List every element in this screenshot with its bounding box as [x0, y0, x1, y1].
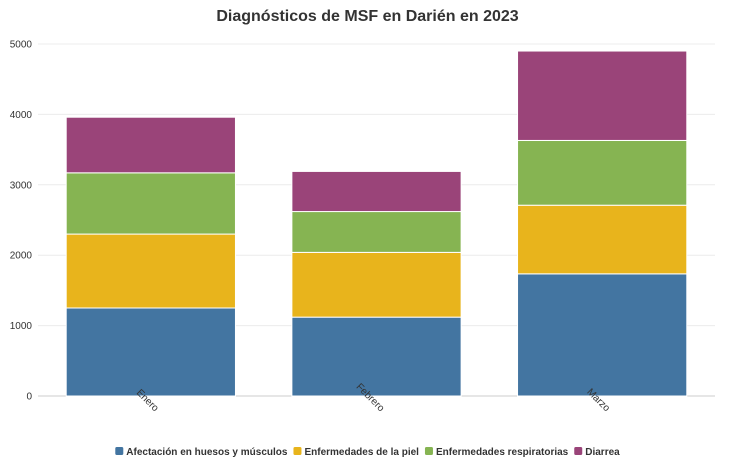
- bar-segment[interactable]: [65, 233, 236, 309]
- bars: [65, 50, 688, 397]
- legend-swatch: [293, 447, 302, 455]
- bar-segment[interactable]: [291, 316, 462, 397]
- legend-label: Diarrea: [585, 447, 620, 458]
- bar-segment[interactable]: [65, 116, 236, 174]
- bar-segment[interactable]: [65, 172, 236, 235]
- legend-swatch: [574, 447, 583, 455]
- legend-label: Afectación en huesos y músculos: [126, 447, 288, 458]
- bar-segment[interactable]: [291, 251, 462, 318]
- y-tick-label: 4000: [10, 110, 33, 121]
- legend: Afectación en huesos y músculos Enfermeda…: [115, 447, 620, 458]
- y-tick-label: 1000: [10, 321, 33, 332]
- bar-segment[interactable]: [517, 139, 688, 206]
- y-tick-label: 2000: [10, 251, 33, 262]
- y-tick-label: 5000: [10, 40, 33, 51]
- legend-swatch: [115, 447, 124, 455]
- bar-segment[interactable]: [517, 273, 688, 397]
- legend-item[interactable]: Enfermedades de la piel: [293, 447, 419, 458]
- legend-label: Enfermedades de la piel: [304, 447, 419, 458]
- bar-segment[interactable]: [517, 204, 688, 275]
- legend-item[interactable]: Diarrea: [574, 447, 620, 458]
- legend-item[interactable]: Enfermedades respiratorias: [424, 447, 569, 458]
- legend-swatch: [424, 447, 433, 455]
- legend-label: Enfermedades respiratorias: [436, 447, 569, 458]
- bar-segment[interactable]: [291, 170, 462, 213]
- chart-title: Diagnósticos de MSF en Darién en 2023: [216, 8, 519, 25]
- y-tick-label: 0: [26, 392, 32, 403]
- bar-segment[interactable]: [65, 307, 236, 397]
- legend-item[interactable]: Afectación en huesos y músculos: [115, 447, 288, 458]
- bar-segment[interactable]: [291, 211, 462, 253]
- y-tick-label: 3000: [10, 180, 33, 191]
- bar-segment[interactable]: [517, 50, 688, 141]
